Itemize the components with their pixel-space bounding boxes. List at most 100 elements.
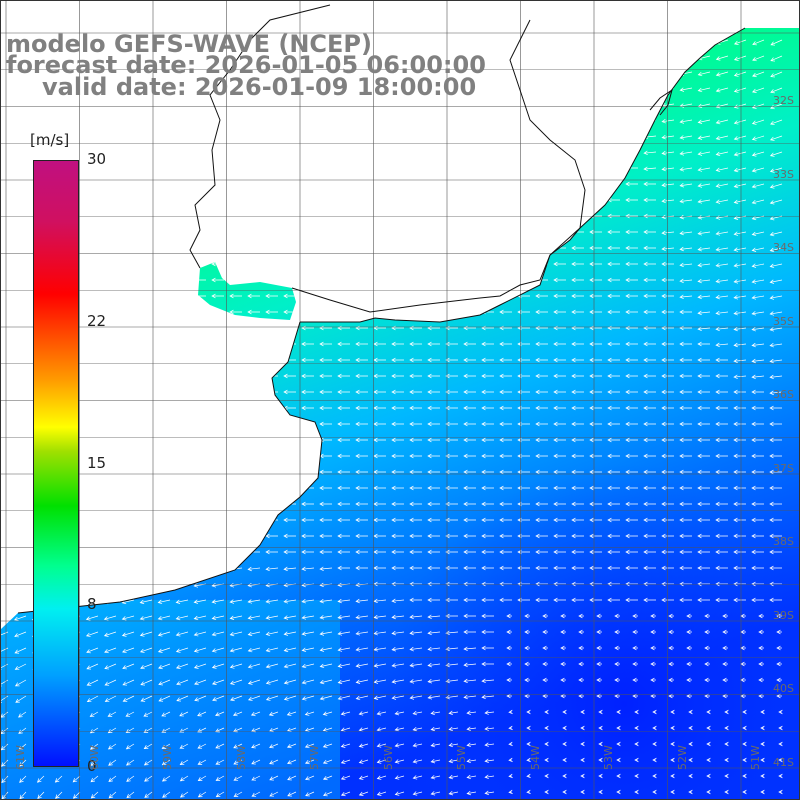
wind-arrow xyxy=(139,501,152,507)
wind-arrow xyxy=(157,341,170,347)
wind-arrow xyxy=(607,453,620,459)
wind-arrow xyxy=(553,453,566,459)
wind-arrow xyxy=(193,437,206,443)
wind-arrow xyxy=(724,725,729,731)
wind-arrow xyxy=(463,213,476,219)
wind-arrow xyxy=(751,295,765,300)
wind-arrow xyxy=(427,245,440,251)
wind-arrow xyxy=(211,309,224,315)
wind-arrow xyxy=(607,485,620,491)
wind-arrow xyxy=(319,631,333,636)
wind-arrow xyxy=(139,325,152,331)
wind-arrow xyxy=(412,726,423,732)
wind-arrow xyxy=(625,197,638,203)
wind-arrow xyxy=(215,759,225,765)
wind-arrow xyxy=(157,550,171,556)
wind-arrow xyxy=(0,325,8,331)
wind-arrow xyxy=(499,357,512,363)
wind-arrow xyxy=(251,743,261,749)
wind-arrow xyxy=(283,261,296,267)
wind-arrow xyxy=(445,533,458,539)
wind-arrow xyxy=(265,533,278,539)
wind-arrow xyxy=(376,791,387,796)
wind-arrow xyxy=(769,358,783,364)
wind-arrow xyxy=(373,245,386,251)
wind-arrow xyxy=(104,695,117,702)
longitude-label: 52W xyxy=(675,745,689,770)
wind-arrow xyxy=(121,181,134,187)
wind-arrow xyxy=(758,629,764,635)
wind-arrow xyxy=(193,341,206,347)
wind-arrow xyxy=(751,342,765,348)
wind-arrow xyxy=(337,469,350,475)
latitude-label: 34S xyxy=(773,241,794,254)
wind-arrow xyxy=(265,679,279,685)
wind-arrow xyxy=(769,549,782,555)
wind-arrow xyxy=(193,517,206,523)
wind-arrow xyxy=(193,325,206,331)
wind-arrow xyxy=(0,309,8,315)
wind-arrow xyxy=(121,453,134,459)
wind-arrow xyxy=(596,645,602,651)
wind-arrow xyxy=(517,165,530,171)
wind-arrow xyxy=(499,469,512,475)
wind-arrow xyxy=(323,791,333,797)
wind-arrow xyxy=(751,135,765,141)
wind-arrow xyxy=(358,775,369,780)
wind-arrow xyxy=(652,709,657,715)
wind-arrow xyxy=(445,662,459,668)
wind-arrow xyxy=(283,647,297,653)
wind-arrow xyxy=(679,55,693,60)
wind-arrow xyxy=(15,695,27,703)
wind-arrow xyxy=(553,501,566,507)
wind-arrow xyxy=(697,549,710,555)
wind-arrow xyxy=(466,774,477,780)
wind-arrow xyxy=(211,277,224,283)
wind-arrow xyxy=(733,263,747,268)
wind-arrow xyxy=(85,277,98,283)
wind-arrow xyxy=(517,245,530,251)
wind-arrow xyxy=(391,581,404,587)
latitude-label: 39S xyxy=(773,608,794,622)
wind-arrow xyxy=(607,421,620,427)
wind-arrow xyxy=(427,133,440,139)
wind-arrow xyxy=(668,645,674,651)
wind-arrow xyxy=(589,117,602,123)
wind-arrow xyxy=(355,181,368,187)
wind-arrow xyxy=(430,742,441,748)
wind-arrow xyxy=(161,727,171,733)
wind-arrow xyxy=(661,405,674,411)
wind-arrow xyxy=(122,695,135,702)
wind-arrow xyxy=(481,581,494,587)
wind-arrow xyxy=(337,181,350,187)
wind-arrow xyxy=(481,549,494,555)
wind-arrow xyxy=(607,165,620,171)
wind-arrow xyxy=(394,759,405,764)
wind-arrow xyxy=(499,53,512,59)
wind-arrow xyxy=(139,533,152,539)
wind-arrow xyxy=(157,517,170,523)
wind-arrow xyxy=(409,37,422,43)
wind-arrow xyxy=(139,309,152,315)
wind-arrow xyxy=(247,631,261,637)
wind-arrow xyxy=(13,181,26,187)
wind-arrow xyxy=(535,197,548,203)
wind-arrow xyxy=(427,485,440,491)
wind-arrow xyxy=(427,517,440,523)
wind-arrow xyxy=(265,245,278,251)
wind-arrow xyxy=(722,613,728,619)
wind-arrow xyxy=(733,39,747,45)
wind-arrow xyxy=(409,293,422,299)
wind-arrow xyxy=(769,437,782,443)
wind-arrow xyxy=(18,711,27,718)
wind-arrow xyxy=(265,421,278,427)
wind-arrow xyxy=(193,149,206,155)
wind-arrow xyxy=(643,309,656,315)
wind-arrow xyxy=(427,421,440,427)
wind-arrow xyxy=(19,791,27,800)
wind-arrow xyxy=(607,389,620,395)
wind-arrow xyxy=(679,437,692,443)
wind-arrow xyxy=(0,149,8,155)
wind-arrow xyxy=(247,485,260,491)
wind-arrow xyxy=(265,117,278,123)
